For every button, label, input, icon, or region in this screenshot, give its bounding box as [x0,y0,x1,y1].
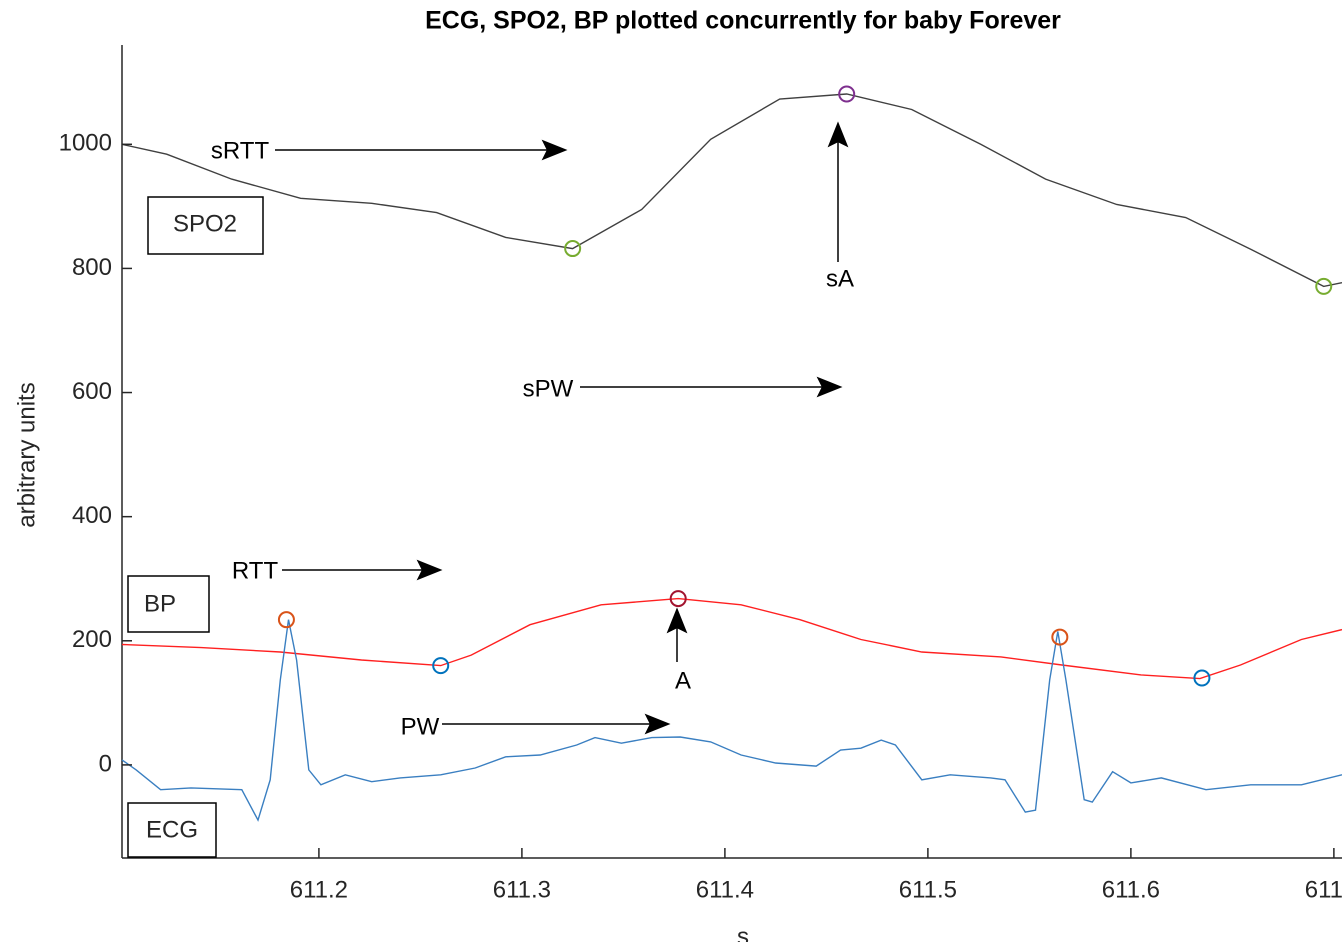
y-tick-label: 200 [72,626,112,653]
y-tick-label: 1000 [59,130,112,157]
x-tick-label: 611.6 [1102,876,1160,903]
y-tick-label: 400 [72,502,112,529]
annotation: sA [826,265,854,292]
x-tick-label: 611.4 [696,876,754,903]
label-box [127,802,217,858]
annotation: RTT [232,557,279,584]
y-axis-label: arbitrary units [13,382,40,527]
marker [1051,628,1069,646]
marker [838,85,856,103]
annotation: sPW [523,375,574,402]
marker [1193,669,1211,687]
marker [1315,277,1333,295]
series-line [121,597,1342,680]
marker [277,611,295,629]
series-boxes [127,196,264,858]
x-tick-label: 611.3 [493,876,551,903]
annotation: A [675,667,691,694]
annotation: sRTT [211,137,270,164]
marker [432,657,450,675]
annotation-arrows [275,121,849,735]
x-axis-label: s [737,923,749,942]
label-box [147,196,264,255]
series-line [121,619,1342,822]
y-tick-label: 600 [72,378,112,405]
y-tick-label: 800 [72,254,112,281]
x-tick-label: 611.2 [290,876,348,903]
y-tick-label: 0 [99,750,112,777]
series-label: SPO2 [173,210,237,237]
chart-title: ECG, SPO2, BP plotted concurrently for b… [425,7,1061,35]
x-tick-label: 611.5 [899,876,957,903]
label-box [127,575,210,633]
series-line [121,93,1342,288]
annotation: PW [401,713,440,740]
marker [669,590,687,608]
x-tick-label: 611.7 [1305,876,1342,903]
series-label: BP [144,590,176,617]
marker [564,240,582,258]
series-label: ECG [146,816,198,843]
